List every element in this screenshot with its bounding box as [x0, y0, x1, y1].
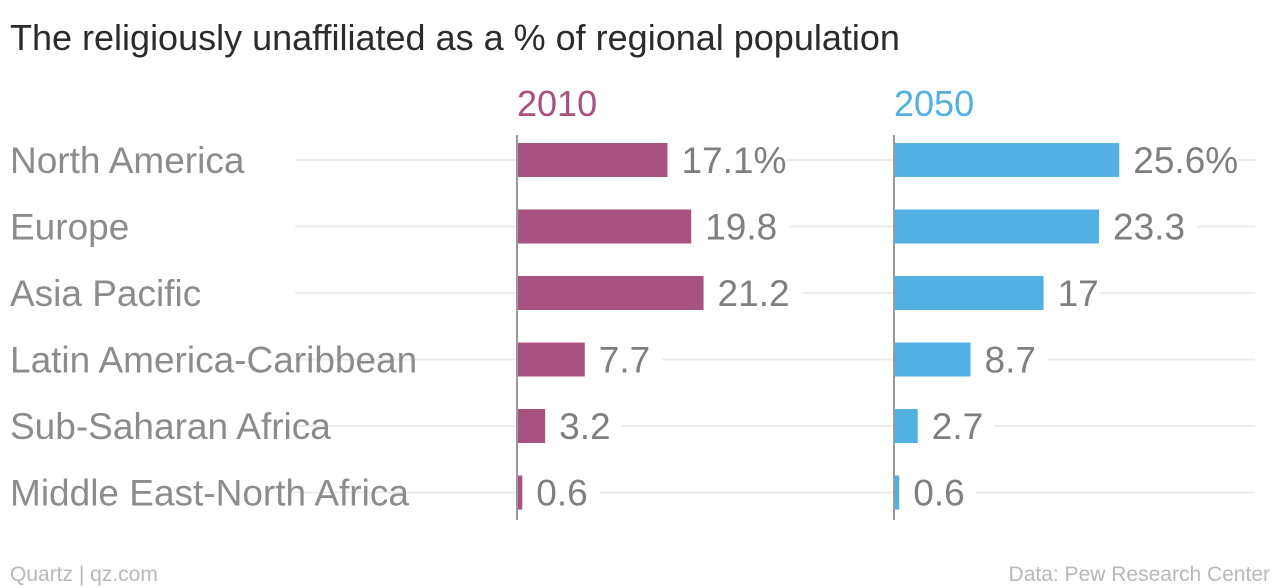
category-labels: North America Europe Asia Pacific Latin Ame…	[10, 140, 417, 514]
category-label: Latin America-Caribbean	[10, 340, 417, 381]
category-label: Sub-Saharan Africa	[10, 406, 331, 447]
chart-title: The religiously unaffiliated as a % of r…	[10, 17, 900, 58]
category-label: North America	[10, 140, 245, 181]
value-label: 17	[1058, 273, 1099, 314]
category-label: Asia Pacific	[10, 273, 201, 314]
value-label: 23.3	[1113, 207, 1185, 248]
value-label: 0.6	[913, 473, 964, 514]
bar	[894, 209, 1100, 244]
bar	[894, 276, 1044, 310]
value-label: 2.7	[932, 406, 983, 447]
value-label: 7.7	[599, 340, 650, 381]
bar	[517, 475, 523, 510]
series-headers: 2010 2050	[517, 83, 974, 124]
bar-label-background	[517, 473, 600, 512]
bar	[517, 143, 668, 177]
value-label: 0.6	[536, 473, 587, 514]
axes	[516, 135, 895, 520]
category-label: Europe	[10, 207, 129, 248]
value-label: 17.1%	[681, 140, 786, 181]
bar	[894, 409, 918, 443]
value-label: 19.8	[705, 207, 777, 248]
bars	[517, 141, 1239, 512]
bar	[894, 143, 1120, 177]
bar	[517, 276, 704, 310]
series-header: 2050	[894, 83, 974, 124]
bar	[517, 409, 546, 443]
bar	[894, 342, 971, 377]
bar	[517, 209, 692, 244]
value-label: 25.6%	[1133, 140, 1238, 181]
value-label: 8.7	[985, 340, 1036, 381]
value-labels: 17.1% 19.8 21.2 7.7 3.2 0.6 25.6% 23.3 17 8.72.7 0…	[536, 140, 1238, 514]
bar	[517, 342, 585, 377]
bar	[894, 475, 900, 510]
credit-text: Quartz | qz.com	[10, 563, 158, 586]
value-label: 21.2	[718, 273, 790, 314]
source-text: Data: Pew Research Center	[1009, 563, 1270, 586]
category-label: Middle East-North Africa	[10, 473, 409, 514]
series-header: 2010	[517, 83, 597, 124]
bar-label-background	[894, 473, 977, 512]
value-label: 3.2	[559, 406, 610, 447]
